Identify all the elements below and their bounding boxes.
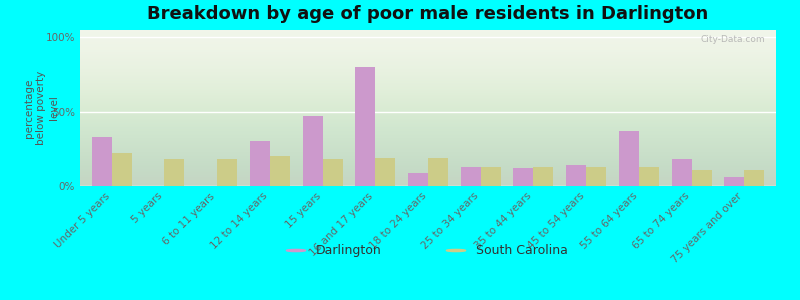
Bar bbox=[302, 116, 322, 186]
Bar bbox=[586, 167, 606, 186]
Bar bbox=[428, 158, 448, 186]
Bar bbox=[692, 170, 712, 186]
Bar bbox=[744, 170, 765, 186]
Bar bbox=[164, 159, 184, 186]
Bar bbox=[270, 156, 290, 186]
Bar bbox=[112, 153, 132, 186]
Circle shape bbox=[446, 249, 466, 252]
Bar bbox=[534, 167, 554, 186]
Bar bbox=[408, 172, 428, 186]
Bar bbox=[481, 167, 501, 186]
Bar bbox=[672, 159, 692, 186]
Circle shape bbox=[286, 249, 306, 252]
Bar bbox=[566, 165, 586, 186]
Bar bbox=[92, 137, 112, 186]
Y-axis label: percentage
below poverty
level: percentage below poverty level bbox=[24, 71, 59, 145]
Bar bbox=[250, 141, 270, 186]
Bar bbox=[375, 158, 395, 186]
Title: Breakdown by age of poor male residents in Darlington: Breakdown by age of poor male residents … bbox=[147, 5, 709, 23]
Bar bbox=[322, 159, 342, 186]
Bar bbox=[724, 177, 744, 186]
Bar bbox=[461, 167, 481, 186]
Bar bbox=[619, 131, 639, 186]
Bar bbox=[639, 167, 659, 186]
Text: City-Data.com: City-Data.com bbox=[701, 35, 766, 44]
Bar bbox=[217, 159, 237, 186]
Text: South Carolina: South Carolina bbox=[476, 244, 568, 257]
Text: Darlington: Darlington bbox=[316, 244, 382, 257]
Bar bbox=[355, 67, 375, 186]
Bar bbox=[514, 168, 534, 186]
